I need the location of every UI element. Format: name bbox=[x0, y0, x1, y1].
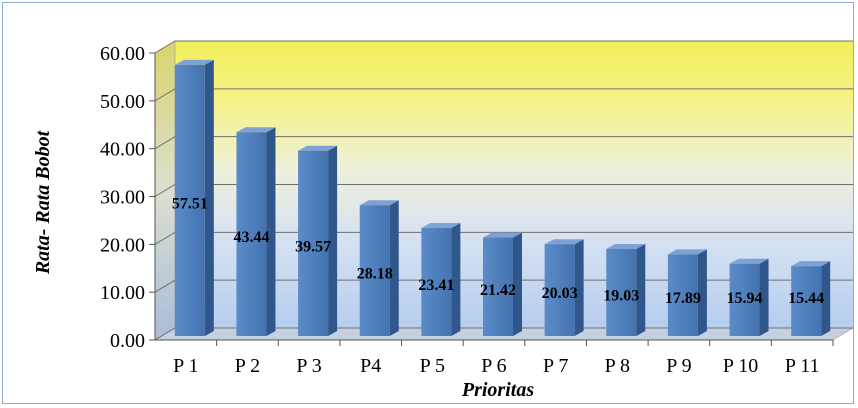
y-tick-label: 30.00 bbox=[100, 187, 145, 209]
bar bbox=[421, 223, 461, 336]
bar-chart: 57.51 43.44 39.57 28.18 23.41 21.42 20.03 19.03… bbox=[32, 40, 855, 401]
bar-side bbox=[328, 145, 338, 336]
bars bbox=[174, 59, 831, 337]
bar-top bbox=[298, 145, 338, 151]
bar-top bbox=[421, 223, 461, 229]
bar-top bbox=[236, 127, 276, 133]
y-tick-label: 50.00 bbox=[100, 91, 145, 113]
bar bbox=[298, 145, 338, 336]
bar bbox=[791, 261, 831, 336]
x-tick-label: P4 bbox=[360, 355, 381, 377]
bar-front bbox=[791, 266, 822, 336]
bar-top bbox=[359, 200, 399, 206]
bar-top bbox=[667, 249, 707, 255]
bar bbox=[359, 200, 399, 336]
x-axis-title: Prioritas bbox=[461, 379, 534, 401]
x-tick-label: P 11 bbox=[785, 355, 820, 377]
bar-front bbox=[174, 64, 205, 337]
x-tick-label: P 3 bbox=[296, 355, 321, 377]
bar bbox=[729, 258, 769, 336]
gridline bbox=[154, 40, 853, 54]
bar bbox=[606, 243, 646, 336]
data-label: 39.57 bbox=[295, 238, 331, 255]
data-label: 23.41 bbox=[418, 277, 454, 294]
bar-top bbox=[174, 59, 214, 65]
data-label: 15.94 bbox=[727, 290, 763, 307]
y-tick-label: 40.00 bbox=[100, 139, 145, 161]
bar-front bbox=[544, 244, 575, 336]
bar-front bbox=[298, 150, 329, 336]
bar-front bbox=[667, 254, 698, 336]
bar-front bbox=[729, 263, 760, 336]
y-axis-title: Rata- Rata Bobot bbox=[32, 129, 54, 275]
x-tick-label: P 8 bbox=[605, 355, 630, 377]
bar-top bbox=[791, 261, 831, 267]
bar-front bbox=[421, 228, 452, 336]
bar-top bbox=[544, 239, 584, 245]
chart-frame: 57.51 43.44 39.57 28.18 23.41 21.42 20.03 19.03… bbox=[2, 2, 855, 404]
bar-front bbox=[236, 132, 267, 336]
bar-side bbox=[574, 239, 584, 336]
data-labels: 57.51 43.44 39.57 28.18 23.41 21.42 20.03 19.03… bbox=[172, 195, 824, 307]
data-label: 28.18 bbox=[357, 266, 393, 283]
x-tick-label: P 10 bbox=[723, 355, 758, 377]
data-label: 21.42 bbox=[480, 282, 516, 299]
y-axis-ticks: 0.00 10.00 20.00 30.00 40.00 50.00 60.00 bbox=[100, 43, 156, 352]
bar bbox=[236, 127, 276, 336]
x-tick-label: P 9 bbox=[666, 355, 691, 377]
bar bbox=[544, 239, 584, 336]
bar-side bbox=[636, 243, 646, 336]
bar-side bbox=[204, 59, 214, 337]
x-tick-label: P 6 bbox=[481, 355, 506, 377]
y-tick-label: 60.00 bbox=[100, 43, 145, 65]
bar-side bbox=[389, 200, 399, 336]
y-tick-label: 10.00 bbox=[100, 282, 145, 304]
data-label: 19.03 bbox=[603, 287, 639, 304]
data-label: 15.44 bbox=[788, 290, 824, 307]
bar bbox=[667, 249, 707, 336]
data-label: 43.44 bbox=[233, 229, 269, 246]
bar-top bbox=[606, 243, 646, 249]
x-tick-label: P 1 bbox=[173, 355, 198, 377]
bar-front bbox=[483, 237, 513, 336]
y-tick-label: 20.00 bbox=[100, 234, 145, 256]
bar-top bbox=[483, 232, 522, 238]
bar-side bbox=[513, 232, 522, 336]
data-label: 57.51 bbox=[172, 195, 208, 212]
data-label: 20.03 bbox=[542, 285, 578, 302]
data-label: 17.89 bbox=[665, 290, 701, 307]
bar-front bbox=[359, 205, 390, 336]
x-tick-label: P 5 bbox=[420, 355, 445, 377]
y-tick-label: 0.00 bbox=[110, 330, 145, 352]
bar-side bbox=[821, 261, 831, 336]
bar-top bbox=[729, 258, 769, 264]
bar-side bbox=[759, 258, 769, 336]
bar bbox=[174, 59, 214, 337]
bar-front bbox=[606, 248, 637, 336]
bar-side bbox=[451, 223, 461, 336]
bar bbox=[483, 232, 522, 336]
x-tick-label: P 2 bbox=[235, 355, 260, 377]
bar-side bbox=[266, 127, 276, 336]
x-axis-ticks: P 1 P 2 P 3 P4 P 5 P 6 P 7 P 8 P 9 P 10 P 11 bbox=[155, 339, 834, 377]
x-tick-label: P 7 bbox=[543, 355, 568, 377]
bar-side bbox=[697, 249, 707, 336]
